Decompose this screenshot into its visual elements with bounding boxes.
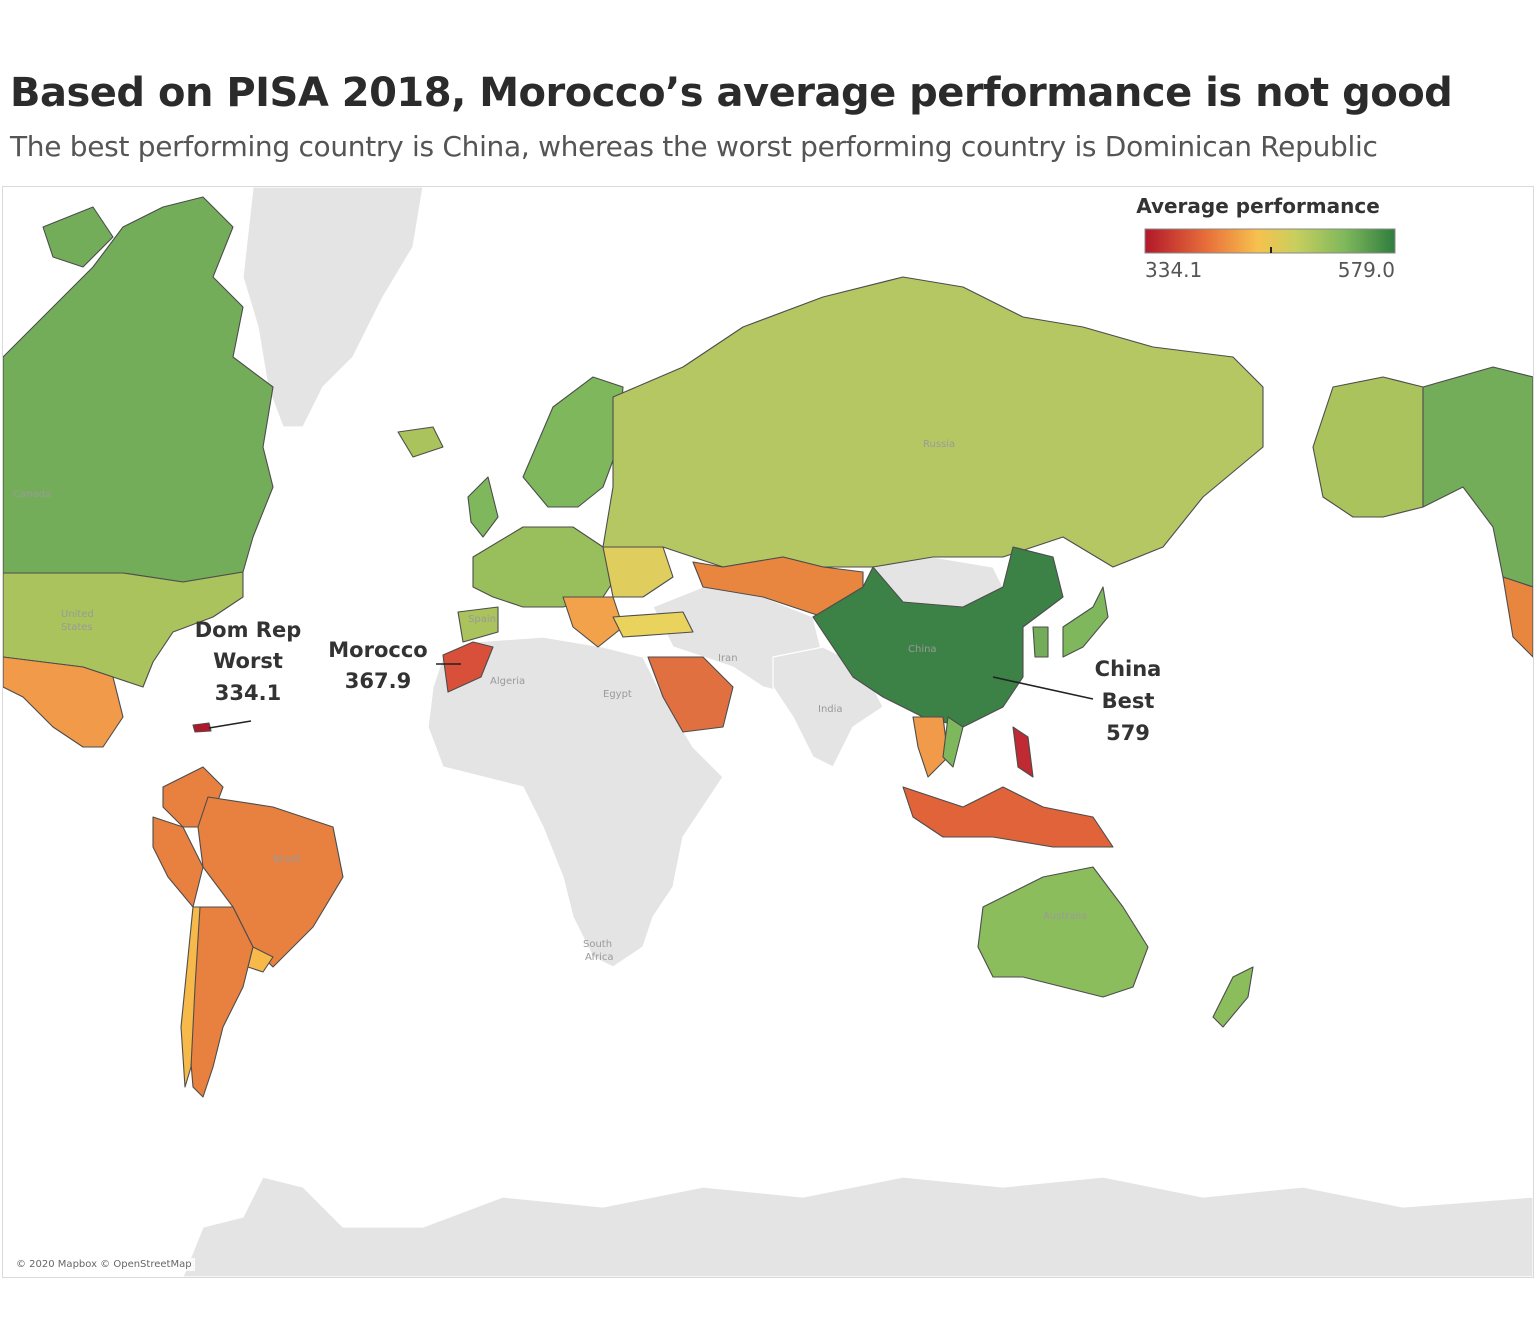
label-brazil: Brazil [273, 854, 301, 865]
usa-right-shape[interactable] [1502, 576, 1533, 658]
label-india: India [818, 704, 843, 715]
label-south-africa-2: Africa [585, 952, 614, 963]
legend-title: Average performance [1136, 194, 1380, 218]
world-map[interactable]: Russia Canada United States Spain Iran A… [2, 186, 1534, 1278]
label-us-1: United [61, 609, 94, 620]
annotation-china: China Best 579 [992, 657, 1162, 745]
thailand-shape[interactable] [912, 716, 949, 778]
morocco-line1: Morocco [328, 638, 427, 662]
brazil-shape[interactable] [197, 796, 344, 968]
label-canada: Canada [13, 489, 51, 500]
china-line2: Best [1102, 689, 1155, 713]
morocco-line2: 367.9 [345, 669, 411, 693]
western-europe-shape[interactable] [472, 526, 624, 608]
legend-max: 579.0 [1338, 258, 1395, 282]
annotation-morocco: Morocco 367.9 [328, 638, 461, 693]
arctic-islands-shape [42, 206, 114, 268]
alaska-shape[interactable] [1312, 376, 1424, 518]
indonesia-shape[interactable] [902, 786, 1114, 848]
morocco-shape[interactable] [442, 641, 494, 693]
map-canvas: Russia Canada United States Spain Iran A… [3, 187, 1533, 1277]
peru-shape[interactable] [152, 816, 204, 908]
saudi-arabia-shape[interactable] [647, 656, 734, 733]
china-line3: 579 [1106, 721, 1150, 745]
spain-shape[interactable] [457, 606, 499, 643]
label-egypt: Egypt [603, 689, 632, 700]
uk-shape[interactable] [467, 476, 499, 538]
africa-shape [427, 636, 724, 968]
label-us-2: States [61, 622, 93, 633]
annotation-dom-rep: Dom Rep Worst 334.1 [195, 618, 302, 729]
balkans-shape[interactable] [562, 596, 624, 648]
china-shape[interactable] [812, 546, 1064, 728]
scandinavia-shape[interactable] [522, 376, 624, 508]
chart-title: Based on PISA 2018, Morocco’s average pe… [10, 70, 1453, 116]
greenland-shape [242, 187, 424, 428]
dom-rep-line2: Worst [213, 649, 283, 673]
chart-subtitle: The best performing country is China, wh… [10, 130, 1378, 163]
label-china: China [908, 644, 937, 655]
mexico-shape[interactable] [3, 656, 124, 748]
korea-shape[interactable] [1032, 626, 1049, 658]
antarctica-shape [182, 1176, 1533, 1277]
label-iran: Iran [718, 653, 738, 664]
eastern-europe-shape[interactable] [602, 546, 674, 598]
australia-shape[interactable] [977, 866, 1149, 998]
canada-right-shape[interactable] [1422, 366, 1533, 588]
legend: Average performance 334.1 579.0 [1136, 194, 1396, 282]
legend-min: 334.1 [1145, 258, 1202, 282]
dom-rep-line1: Dom Rep [195, 618, 302, 642]
turkey-shape[interactable] [612, 611, 694, 638]
china-line1: China [1095, 657, 1162, 681]
map-attribution[interactable]: © 2020 Mapbox © OpenStreetMap [13, 1258, 195, 1271]
vietnam-shape[interactable] [942, 716, 964, 768]
japan-shape[interactable] [1062, 586, 1109, 658]
label-australia: Australia [1043, 911, 1087, 922]
label-south-africa-1: South [583, 939, 612, 950]
label-russia: Russia [923, 439, 955, 450]
new-zealand-shape[interactable] [1212, 966, 1254, 1028]
kazakhstan-shape[interactable] [692, 556, 864, 618]
dominican-republic-shape[interactable] [192, 722, 212, 733]
russia-shape[interactable] [602, 276, 1264, 568]
uruguay-shape[interactable] [247, 946, 274, 973]
label-spain: Spain [468, 614, 496, 625]
canada-shape[interactable] [3, 196, 274, 583]
dom-rep-line3: 334.1 [215, 681, 281, 705]
iceland-shape[interactable] [397, 426, 444, 458]
philippines-shape[interactable] [1012, 726, 1034, 778]
chile-shape[interactable] [180, 906, 201, 1088]
label-algeria: Algeria [490, 676, 525, 687]
